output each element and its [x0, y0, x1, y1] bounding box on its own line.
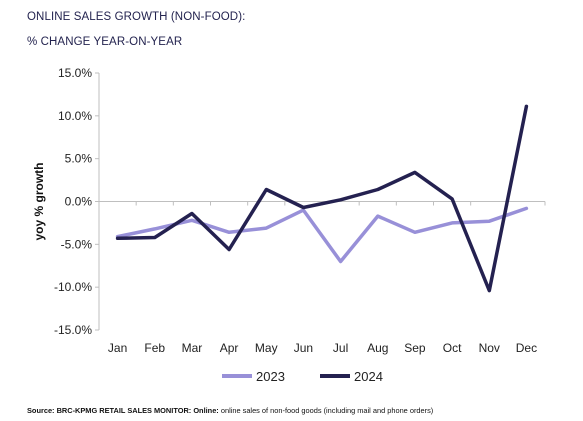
x-tick-label: Jan	[108, 341, 127, 355]
series-line-2024	[115, 104, 529, 293]
x-tick-label: Dec	[516, 341, 537, 355]
x-tick-label: Jul	[333, 341, 348, 355]
chart-title-line-2: % CHANGE YEAR-ON-YEAR	[27, 36, 183, 48]
y-tick-label: -5.0%	[61, 237, 93, 251]
x-tick-label: Nov	[479, 341, 500, 355]
x-tick-label: Mar	[182, 341, 203, 355]
x-tick-label: Jun	[294, 341, 313, 355]
legend-label-2024: 2024	[354, 369, 383, 384]
y-tick-label: -15.0%	[54, 323, 92, 337]
series-line-2023	[115, 206, 529, 264]
source-label: Source: BRC-KPMG RETAIL SALES MONITOR:	[27, 406, 192, 415]
x-tick-label: Sep	[404, 341, 426, 355]
x-tick-label: Apr	[220, 341, 239, 355]
y-tick-label: -10.0%	[54, 280, 92, 294]
y-tick-label: 0.0%	[65, 195, 93, 209]
x-tick-label: May	[255, 341, 278, 355]
legend-label-2023: 2023	[256, 369, 285, 384]
x-tick-label: Aug	[367, 341, 388, 355]
line-chart: 15.0% 10.0% 5.0% 0.0% -5.0% -10.0% -15.0% Jan Fe…	[32, 66, 546, 384]
source-online-label: Online:	[193, 406, 219, 415]
x-tick-label: Feb	[144, 341, 165, 355]
source-text: online sales of non-food goods (includin…	[220, 406, 434, 415]
y-tick-label: 10.0%	[58, 109, 92, 123]
x-tick-label: Oct	[443, 341, 462, 355]
chart-title-line-1: ONLINE SALES GROWTH (NON-FOOD):	[27, 11, 246, 23]
source-note: Source: BRC-KPMG RETAIL SALES MONITOR: O…	[27, 406, 433, 415]
y-axis-label: yoy % growth	[32, 162, 46, 240]
y-tick-label: 15.0%	[58, 66, 92, 80]
y-tick-label: 5.0%	[65, 152, 93, 166]
